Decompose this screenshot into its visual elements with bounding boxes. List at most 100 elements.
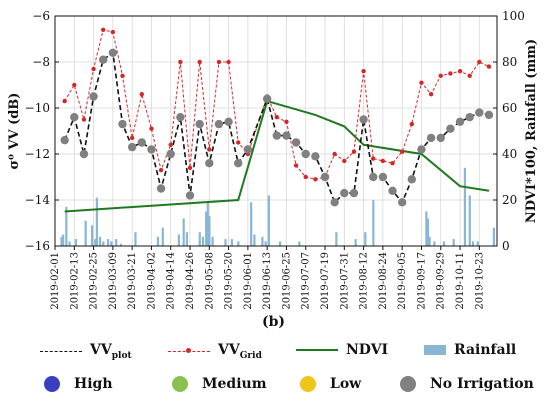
vv-grid-point bbox=[62, 98, 67, 104]
legend-dot-high bbox=[44, 376, 60, 392]
vv-plot-point bbox=[436, 133, 445, 143]
x-tick-label: 2019-05-20 bbox=[224, 252, 235, 310]
rainfall-bar bbox=[253, 234, 256, 246]
vv-plot-point bbox=[108, 48, 118, 57]
y-tick-label-right: 100 bbox=[502, 9, 525, 23]
rainfall-bar bbox=[68, 241, 71, 246]
legend-swatch-vv-grid bbox=[168, 347, 210, 353]
vv-plot-point bbox=[156, 184, 166, 193]
rainfall-bar bbox=[206, 202, 209, 246]
vv-grid-point bbox=[428, 92, 434, 97]
vv-grid-point bbox=[110, 29, 116, 35]
rainfall-bar bbox=[224, 239, 227, 246]
rainfall-bar bbox=[463, 167, 467, 246]
x-tick-label: 2019-07-31 bbox=[339, 252, 350, 310]
panel-label: (b) bbox=[262, 314, 286, 330]
vv-plot-point bbox=[349, 188, 359, 198]
rainfall-bar bbox=[185, 232, 188, 246]
rainfall-bar bbox=[201, 236, 205, 246]
vv-grid-point bbox=[91, 66, 96, 72]
vv-plot-point bbox=[214, 119, 224, 129]
x-tick-label: 2019-04-14 bbox=[166, 252, 177, 310]
vv-plot-point bbox=[99, 55, 108, 64]
vv-plot-point bbox=[475, 108, 484, 117]
rainfall-bar bbox=[471, 241, 475, 246]
vv-grid-point bbox=[284, 119, 289, 125]
vv-grid-point bbox=[274, 115, 280, 120]
legend-label-high: High bbox=[74, 376, 113, 392]
rainfall-bar bbox=[298, 241, 301, 246]
rainfall-bar bbox=[161, 227, 164, 246]
vv-grid-point bbox=[477, 59, 482, 65]
rainfall-bar bbox=[237, 241, 240, 246]
y-axis-label-right: NDVI*100, Rainfall (mm) bbox=[524, 39, 539, 223]
rainfall-bar bbox=[261, 236, 264, 246]
x-tick-label: 2019-03-21 bbox=[127, 252, 138, 310]
y-tick-label-left: −12 bbox=[25, 147, 50, 161]
legend-item-no-irrigation: No Irrigation bbox=[400, 376, 534, 392]
vv-grid-point bbox=[467, 73, 472, 79]
vv-grid-point bbox=[457, 69, 463, 74]
legend-item-medium: Medium bbox=[172, 376, 267, 392]
x-tick-label: 2019-02-01 bbox=[50, 252, 61, 310]
vv-grid-point bbox=[72, 82, 77, 88]
vv-plot-point bbox=[224, 117, 233, 127]
legend-swatch-ndvi bbox=[296, 349, 338, 351]
rainfall-bar bbox=[74, 239, 78, 246]
vv-plot-point bbox=[417, 145, 426, 154]
vv-grid-point bbox=[342, 158, 347, 164]
x-tick-label: 2019-07-19 bbox=[320, 252, 331, 310]
rainfall-bar bbox=[95, 197, 98, 246]
vv-plot-point bbox=[291, 138, 301, 147]
vv-plot-point bbox=[311, 152, 320, 161]
vv-plot-point bbox=[359, 115, 368, 124]
rainfall-bar bbox=[205, 211, 208, 246]
vv-plot-point bbox=[484, 110, 494, 120]
legend-dot-medium bbox=[172, 376, 188, 392]
vv-grid-point bbox=[351, 149, 357, 154]
y-tick-label-left: −8 bbox=[32, 55, 50, 69]
legend-label-rainfall: Rainfall bbox=[454, 342, 517, 358]
vv-plot-point bbox=[234, 159, 243, 168]
rainfall-bar bbox=[354, 239, 357, 246]
vv-grid-point bbox=[361, 69, 366, 74]
vv-plot-line bbox=[63, 51, 490, 204]
vv-grid-point bbox=[178, 59, 183, 65]
legend-swatch-vv-plot bbox=[40, 350, 82, 352]
rainfall-bar bbox=[230, 239, 233, 246]
plot-frame bbox=[54, 15, 498, 247]
legend-dot-no-irrigation bbox=[400, 376, 416, 392]
rainfall-bar bbox=[182, 218, 185, 246]
vv-grid-point bbox=[419, 80, 424, 85]
vv-plot-point bbox=[118, 119, 127, 129]
vv-grid-point bbox=[149, 126, 154, 131]
rainfall-bar bbox=[90, 225, 94, 246]
vv-plot-point bbox=[282, 131, 291, 140]
rainfall-bars bbox=[60, 167, 495, 246]
vv-grid-point bbox=[313, 177, 318, 182]
legend-item-ndvi: NDVI bbox=[296, 342, 388, 358]
series-lines bbox=[63, 29, 490, 213]
x-tick-label: 2019-06-25 bbox=[281, 252, 292, 310]
y-ticks-right: 0 20 40 60 80 100 bbox=[493, 9, 525, 253]
y-tick-label-left: −14 bbox=[25, 193, 51, 207]
x-tick-label: 2019-10-11 bbox=[455, 252, 466, 310]
legend-label-no-irrigation: No Irrigation bbox=[430, 376, 534, 392]
legend-label-medium: Medium bbox=[202, 376, 267, 392]
rainfall-bar bbox=[279, 241, 282, 246]
vv-plot-point bbox=[301, 149, 310, 159]
vv-plot-point bbox=[195, 119, 204, 129]
legend-label-low: Low bbox=[330, 376, 362, 392]
rainfall-bar bbox=[177, 234, 180, 246]
vv-plot-point bbox=[79, 149, 89, 159]
vv-plot-point bbox=[330, 198, 339, 207]
x-tick-label: 2019-02-13 bbox=[69, 252, 80, 310]
rainfall-bar bbox=[335, 232, 338, 246]
vv-grid-point bbox=[380, 158, 386, 164]
rainfall-bar bbox=[452, 239, 455, 246]
vv-grid-point bbox=[197, 59, 202, 65]
vv-plot-point bbox=[205, 159, 214, 168]
ndvi-line bbox=[64, 99, 490, 213]
vv-plot-point bbox=[185, 191, 195, 200]
rainfall-bar bbox=[99, 236, 102, 246]
